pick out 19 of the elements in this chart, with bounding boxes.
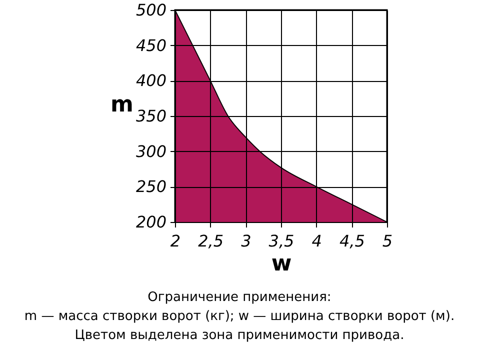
y-tick-label: 300: [136, 142, 166, 161]
text: Ограничение применения:: [146, 289, 332, 307]
y-tick-label: 400: [136, 71, 166, 90]
text: m — масса створки ворот (кг); w — ширина створки ворот (м).: [23, 308, 456, 326]
y-tick-label: 450: [136, 36, 166, 55]
x-tick-label: 4: [312, 232, 322, 250]
x-tick-label: 2: [170, 232, 181, 250]
y-tick-label: 200: [136, 212, 166, 232]
y-tick-label: 350: [136, 106, 166, 126]
y-axis-title: m: [110, 92, 134, 118]
text: Цветом выделена зона применимости привода.: [74, 327, 406, 345]
x-tick-label: 3: [241, 232, 252, 250]
x-tick-label: 4,5: [339, 232, 365, 250]
x-axis-title: w: [271, 252, 292, 276]
x-tick-label: 2,5: [198, 232, 224, 250]
y-tick-label: 250: [136, 177, 166, 196]
x-tick-label: 5: [382, 232, 393, 250]
y-tick-label: 500: [136, 0, 166, 20]
x-tick-label: 3,5: [268, 232, 294, 250]
